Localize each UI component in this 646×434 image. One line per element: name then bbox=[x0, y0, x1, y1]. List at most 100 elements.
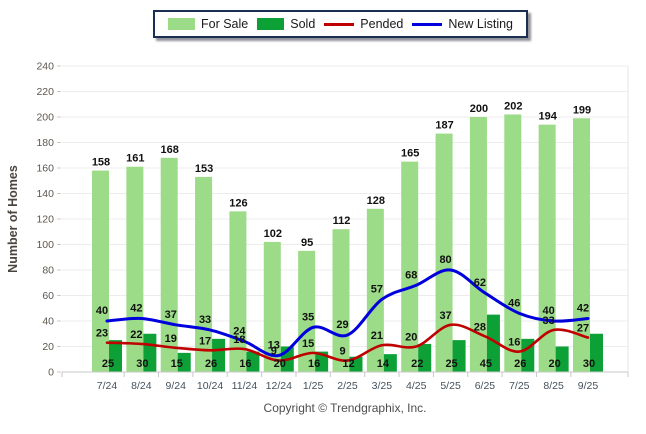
x-tick-label: 10/24 bbox=[197, 380, 223, 392]
for-sale-swatch bbox=[168, 18, 195, 30]
for-sale-bar bbox=[92, 170, 109, 372]
new-listing-value-label: 62 bbox=[474, 277, 486, 289]
legend-label-new-listing: New Listing bbox=[448, 17, 514, 31]
sold-bar bbox=[246, 351, 260, 372]
for-sale-value-label: 187 bbox=[435, 120, 453, 132]
pended-value-label: 27 bbox=[577, 323, 589, 335]
legend-label-pended: Pended bbox=[360, 17, 404, 31]
for-sale-value-label: 199 bbox=[573, 104, 591, 116]
for-sale-bar bbox=[195, 176, 213, 372]
x-tick-label: 8/25 bbox=[543, 380, 564, 392]
pended-value-label: 17 bbox=[199, 335, 211, 347]
new-listing-value-label: 33 bbox=[199, 314, 211, 326]
y-tick-label: 60 bbox=[42, 290, 54, 302]
pended-value-label: 9 bbox=[271, 346, 277, 358]
sold-value-label: 30 bbox=[583, 358, 595, 370]
x-tick-label: 5/25 bbox=[440, 380, 461, 392]
pended-value-label: 28 bbox=[474, 321, 486, 333]
sold-bar bbox=[418, 343, 432, 372]
sold-swatch bbox=[257, 18, 285, 30]
pended-value-label: 18 bbox=[233, 334, 245, 346]
legend-label-for-sale: For Sale bbox=[201, 17, 249, 31]
sold-value-label: 20 bbox=[549, 358, 561, 370]
y-tick-label: 140 bbox=[36, 188, 54, 200]
x-tick-label: 2/25 bbox=[337, 380, 358, 392]
sold-bar bbox=[555, 346, 569, 372]
for-sale-bar bbox=[401, 161, 419, 372]
for-sale-value-label: 194 bbox=[538, 111, 557, 123]
new-listing-value-label: 35 bbox=[302, 311, 314, 323]
sold-bar bbox=[315, 351, 329, 372]
sold-value-label: 14 bbox=[377, 358, 390, 370]
sold-bar bbox=[383, 354, 397, 372]
for-sale-bar bbox=[126, 166, 144, 372]
sold-value-label: 16 bbox=[239, 358, 251, 370]
new-listing-value-label: 46 bbox=[508, 297, 520, 309]
new-listing-value-label: 40 bbox=[96, 305, 108, 317]
sold-bar bbox=[212, 338, 226, 372]
sold-bar bbox=[590, 333, 603, 372]
x-tick-label: 4/25 bbox=[406, 380, 427, 392]
legend-item-sold: Sold bbox=[257, 17, 315, 31]
x-tick-label: 12/24 bbox=[266, 380, 292, 392]
y-tick-label: 240 bbox=[36, 61, 54, 73]
x-tick-label: 3/25 bbox=[372, 380, 393, 392]
for-sale-bar bbox=[573, 118, 590, 373]
sold-bar bbox=[452, 340, 466, 372]
x-tick-label: 9/24 bbox=[165, 380, 186, 392]
pended-line-swatch bbox=[324, 22, 355, 26]
pended-value-label: 22 bbox=[130, 329, 142, 341]
new-listing-value-label: 29 bbox=[336, 319, 348, 331]
x-tick-label: 1/25 bbox=[303, 380, 324, 392]
x-tick-label: 11/24 bbox=[232, 380, 258, 392]
for-sale-value-label: 126 bbox=[229, 197, 247, 209]
for-sale-bar bbox=[538, 124, 556, 373]
new-listing-value-label: 40 bbox=[543, 305, 555, 317]
new-listing-line-swatch bbox=[412, 22, 443, 26]
legend-item-for-sale: For Sale bbox=[168, 17, 248, 31]
for-sale-bar bbox=[366, 208, 384, 372]
for-sale-bar bbox=[263, 241, 281, 372]
pended-value-label: 23 bbox=[96, 328, 108, 340]
x-tick-label: 6/25 bbox=[475, 380, 496, 392]
for-sale-value-label: 161 bbox=[126, 153, 144, 165]
for-sale-value-label: 102 bbox=[264, 228, 282, 240]
for-sale-value-label: 165 bbox=[401, 148, 419, 160]
for-sale-value-label: 128 bbox=[367, 195, 385, 207]
x-tick-label: 8/24 bbox=[131, 380, 152, 392]
pended-value-label: 15 bbox=[302, 338, 314, 350]
sold-value-label: 12 bbox=[342, 358, 354, 370]
for-sale-value-label: 158 bbox=[92, 157, 110, 169]
y-tick-label: 120 bbox=[36, 214, 54, 226]
legend-item-new-listing: New Listing bbox=[412, 17, 513, 31]
sold-value-label: 25 bbox=[445, 358, 457, 370]
for-sale-value-label: 112 bbox=[333, 215, 351, 227]
new-listing-value-label: 57 bbox=[371, 283, 383, 295]
new-listing-value-label: 80 bbox=[439, 254, 451, 266]
pended-value-label: 21 bbox=[371, 330, 383, 342]
pended-value-label: 9 bbox=[339, 346, 345, 358]
new-listing-value-label: 68 bbox=[405, 269, 417, 281]
sold-value-label: 26 bbox=[205, 358, 217, 370]
sold-value-label: 16 bbox=[308, 358, 320, 370]
y-axis-title: Number of Homes bbox=[6, 165, 20, 273]
sold-value-label: 15 bbox=[171, 358, 183, 370]
sold-bar bbox=[486, 314, 500, 372]
sold-value-label: 26 bbox=[514, 358, 526, 370]
legend-item-pended: Pended bbox=[324, 17, 403, 31]
new-listing-value-label: 42 bbox=[577, 302, 589, 314]
for-sale-bar bbox=[298, 250, 316, 372]
x-axis: 7/24 8/24 9/24 10/24 11/24 12/24 1/25 2/25 3/25 4… bbox=[61, 371, 629, 392]
new-listing-value-label: 24 bbox=[233, 325, 246, 337]
pended-line bbox=[105, 323, 590, 362]
for-sale-value-label: 153 bbox=[195, 163, 213, 175]
sold-value-label: 30 bbox=[136, 358, 148, 370]
legend-label-sold: Sold bbox=[290, 17, 316, 31]
sold-value-label: 20 bbox=[274, 358, 286, 370]
sold-value-label: 25 bbox=[102, 358, 114, 370]
pended-value-label: 37 bbox=[439, 310, 451, 322]
for-sale-bar bbox=[504, 114, 522, 372]
